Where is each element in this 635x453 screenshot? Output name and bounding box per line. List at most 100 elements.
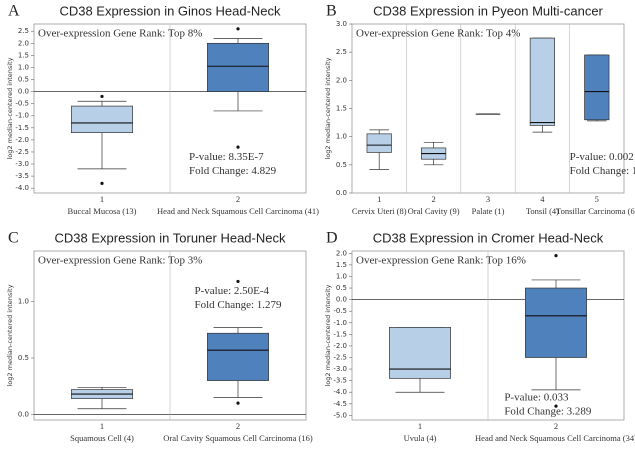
y-tick-label: 1.0 (336, 272, 347, 280)
y-tick-label: -3.5 (333, 377, 347, 385)
panel-letter: D (326, 230, 338, 247)
fold-change: Fold Change: 1.279 (194, 299, 282, 311)
outlier (554, 254, 558, 258)
y-tick-label: -2.5 (15, 148, 29, 156)
category-label: Squamous Cell (4) (70, 433, 134, 443)
plot-frame (351, 23, 625, 194)
category-id: 2 (236, 194, 240, 204)
category-label: Buccal Mucosa (13) (68, 206, 137, 216)
gene-rank: Over-expression Gene Rank: Top 4% (356, 28, 520, 40)
y-tick-label: -4.0 (15, 184, 29, 192)
y-tick-label: -4.0 (333, 388, 347, 396)
y-tick-label: 1.0 (18, 63, 29, 71)
category-label: Oral Cavity Squamous Cell Carcinoma (16) (163, 433, 313, 443)
y-tick-label: 2.0 (336, 249, 347, 257)
y-tick-label: 0.0 (18, 410, 29, 418)
y-tick-label: 0.0 (336, 296, 347, 304)
category-label: Head and Neck Squamous Cell Carcinoma (3… (475, 433, 635, 443)
box (207, 332, 269, 381)
panel-title: CD38 Expression in Pyeon Multi-cancer (373, 3, 603, 18)
category-label: Tonsillar Carcinoma (6) (556, 206, 635, 216)
category-label: Cervix Uteri (8) (352, 206, 407, 216)
y-tick-label: -2.0 (15, 136, 29, 144)
y-tick-label: 1.5 (336, 261, 347, 269)
box (207, 42, 269, 92)
y-tick-label: 0.5 (336, 161, 347, 169)
y-tick-label: -1.5 (333, 330, 347, 338)
y-tick-label: 3.0 (336, 20, 347, 28)
outlier (100, 94, 104, 99)
panel-letter: C (8, 230, 19, 247)
category-id: 2 (236, 421, 240, 431)
outlier (236, 279, 240, 284)
y-tick-label: -2.5 (333, 353, 347, 361)
box (584, 54, 610, 121)
category-id: 1 (418, 421, 422, 431)
y-axis-label: log2 median-centered intensity (324, 57, 332, 159)
outlier (554, 404, 558, 408)
box (389, 327, 451, 379)
y-tick-label: -0.5 (333, 307, 347, 315)
p-value: P-value: 2.50E-4 (194, 285, 269, 297)
category-id: 4 (540, 194, 545, 204)
y-tick-label: 1.0 (336, 133, 347, 141)
y-tick-label: 2.5 (336, 48, 347, 56)
category-label: Palate (1) (472, 206, 505, 216)
y-tick-label: -4.5 (333, 400, 347, 408)
p-value: P-value: 8.35E-7 (189, 151, 264, 163)
category-id: 1 (100, 194, 104, 204)
y-tick-label: 1.5 (18, 51, 29, 59)
panel-title: CD38 Expression in Cromer Head-Neck (373, 230, 604, 245)
fold-change: Fold Change: 4.829 (189, 165, 277, 177)
category-id: 3 (486, 194, 490, 204)
category-label: Tonsil (4) (526, 206, 559, 216)
fold-change: Fold Change: 3.289 (504, 406, 592, 418)
outlier (100, 181, 104, 185)
y-tick-label: 1.5 (336, 105, 347, 113)
y-tick-label: -3.0 (333, 365, 347, 373)
y-tick-label: -0.5 (15, 100, 29, 108)
y-tick-label: 0.5 (18, 76, 29, 84)
y-axis-label: log2 median-centered intensity (6, 284, 14, 386)
y-tick-label: -1.0 (333, 319, 347, 327)
y-tick-label: 2.0 (18, 39, 29, 47)
gene-rank: Over-expression Gene Rank: Top 16% (356, 255, 526, 267)
category-label: Head and Neck Squamous Cell Carcinoma (4… (157, 206, 319, 216)
category-id: 1 (100, 421, 104, 431)
category-id: 1 (377, 194, 381, 204)
panel-letter: A (8, 3, 20, 20)
category-id: 5 (595, 194, 599, 204)
box (529, 37, 555, 126)
fold-change: Fold Change: 1.757 (570, 165, 635, 177)
outlier (236, 27, 240, 31)
panel-letter: B (326, 3, 337, 20)
y-axis-label: log2 median-centered intensity (6, 57, 14, 159)
category-label: Uvula (4) (404, 433, 437, 443)
y-tick-label: 0.5 (18, 354, 29, 362)
y-tick-label: -3.0 (15, 160, 29, 168)
box (366, 133, 392, 153)
y-tick-label: 1.0 (18, 298, 29, 306)
y-tick-label: 2.5 (18, 27, 29, 35)
p-value: P-value: 0.033 (504, 392, 569, 404)
y-tick-label: -1.0 (15, 112, 29, 120)
panel-title: CD38 Expression in Toruner Head-Neck (55, 230, 286, 245)
gene-rank: Over-expression Gene Rank: Top 8% (38, 28, 202, 40)
y-axis-label: log2 median-centered intensity (324, 284, 332, 386)
box (525, 287, 587, 358)
y-tick-label: -5.0 (333, 411, 347, 419)
gene-rank: Over-expression Gene Rank: Top 3% (38, 255, 202, 267)
panel-title: CD38 Expression in Ginos Head-Neck (59, 3, 281, 18)
y-tick-label: 0.5 (336, 284, 347, 292)
category-id: 2 (431, 194, 435, 204)
category-label: Oral Cavity (9) (408, 206, 460, 216)
box (71, 105, 133, 133)
outlier (236, 401, 240, 405)
y-tick-label: 0.0 (336, 189, 347, 197)
y-tick-label: -3.5 (15, 172, 29, 180)
y-tick-label: 2.0 (336, 76, 347, 84)
y-tick-label: -2.0 (333, 342, 347, 350)
y-tick-label: 0.0 (18, 88, 29, 96)
category-id: 2 (554, 421, 558, 431)
